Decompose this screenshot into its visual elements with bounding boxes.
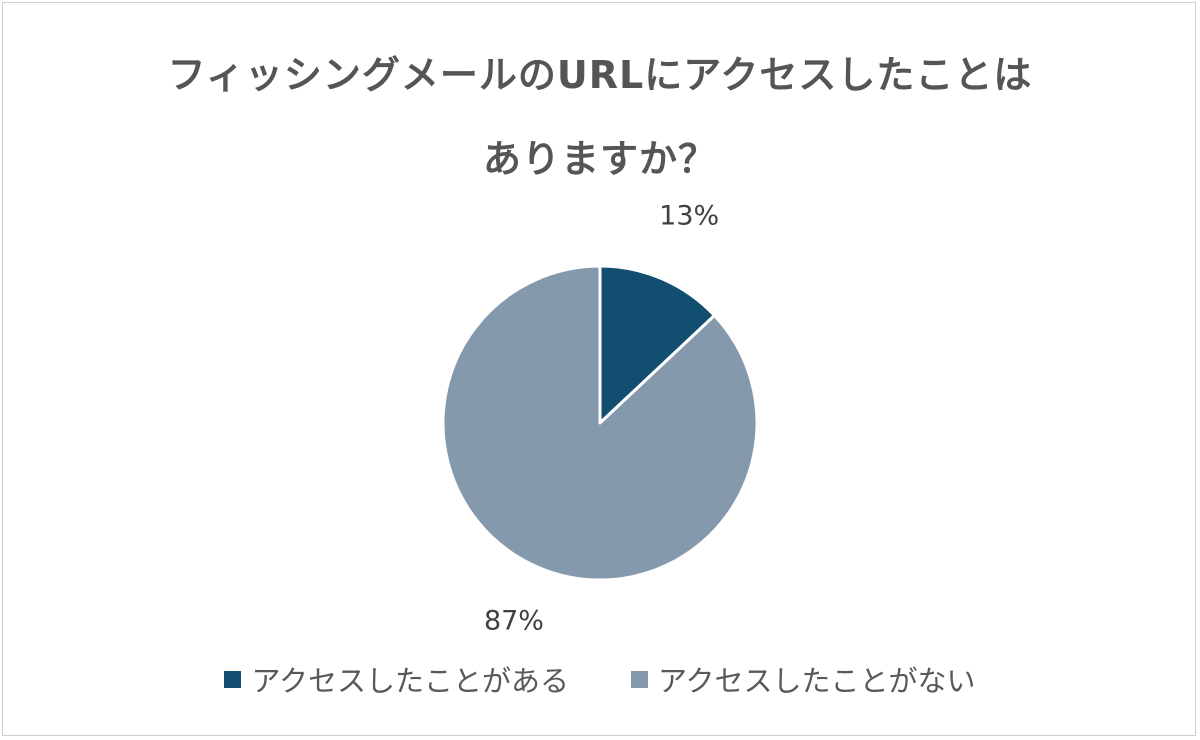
legend: アクセスしたことがある アクセスしたことがない [0,658,1200,700]
chart-title-line-1: フィッシングメールのURLにアクセスしたことは [167,53,1033,97]
legend-item-not-accessed: アクセスしたことがない [631,658,976,700]
legend-swatch-accessed [224,670,242,688]
data-label-not-accessed: 87% [484,605,544,636]
legend-label-accessed: アクセスしたことがある [251,664,569,698]
pie-slice-not-accessed [441,264,759,582]
legend-label-not-accessed: アクセスしたことがない [658,664,976,698]
pie-slice-accessed [598,264,716,425]
legend-swatch-not-accessed [631,670,648,688]
chart-title-line-2: ありますか？ [482,137,717,181]
data-label-accessed: 13% [659,200,719,231]
legend-item-accessed: アクセスしたことがある [224,658,569,700]
